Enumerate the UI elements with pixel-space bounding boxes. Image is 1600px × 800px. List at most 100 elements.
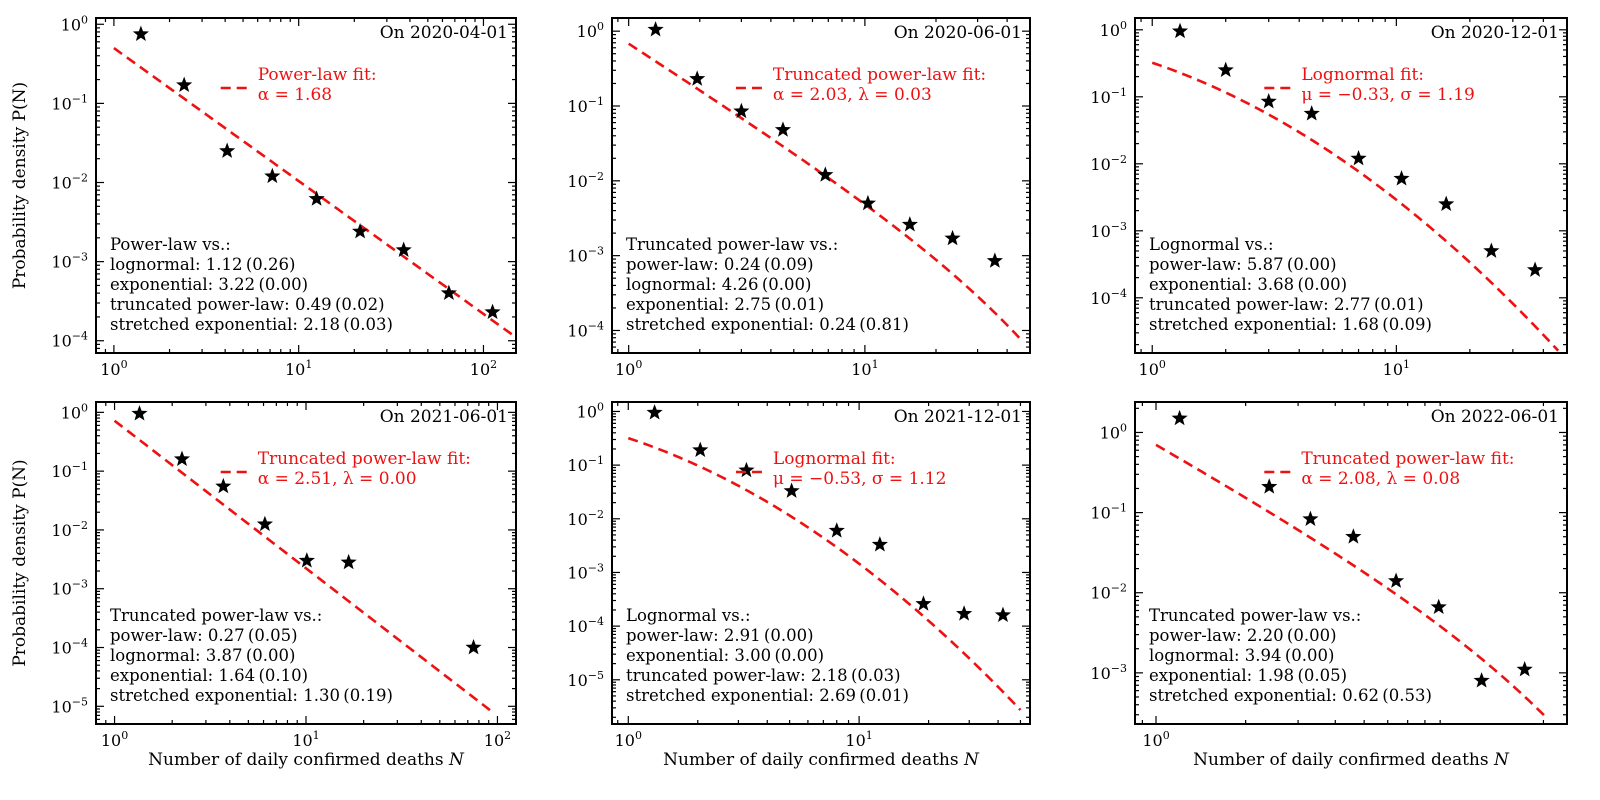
panel-5: 100 101 10−5 10−4 10−3 10−2 10−1 100 On 2021-12-… xyxy=(567,400,1031,770)
data-point-star xyxy=(1171,409,1188,426)
legend-label: Truncated power-law fit: xyxy=(773,65,986,85)
data-point-star xyxy=(219,142,236,158)
data-point-star xyxy=(901,216,918,232)
comparison-row: stretched exponential: 1.30 (0.19) xyxy=(110,686,393,705)
comparison-row: power-law: 2.91 (0.00) xyxy=(626,626,814,645)
panel-date: On 2021-12-01 xyxy=(894,407,1022,427)
panel-4: 100 101 102 10−5 10−4 10−3 10−2 10−1 100 On 2021-… xyxy=(10,401,517,770)
x-tick-label: 102 xyxy=(470,358,497,379)
data-point-star xyxy=(915,595,932,611)
data-point-star xyxy=(440,284,457,300)
x-tick-label: 100 xyxy=(1139,358,1166,379)
y-tick-label: 10−4 xyxy=(1090,287,1127,308)
y-tick-label: 10−4 xyxy=(567,615,604,636)
data-point-star xyxy=(689,70,706,86)
data-point-star xyxy=(986,252,1003,268)
panel-2: 100 101 10−4 10−3 10−2 10−1 100 On 2020-06-01 Tr… xyxy=(567,17,1031,379)
axes-frame xyxy=(95,17,517,354)
data-point-star xyxy=(1516,661,1533,677)
y-tick-label: 10−2 xyxy=(1090,582,1127,603)
axes-frame xyxy=(611,401,1031,725)
legend-params: μ = −0.53, σ = 1.12 xyxy=(773,469,947,489)
legend-params: α = 2.51, λ = 0.00 xyxy=(258,469,417,489)
x-tick-label: 100 xyxy=(615,358,642,379)
legend-label: Truncated power-law fit: xyxy=(258,449,471,469)
data-point-star xyxy=(871,536,888,552)
x-tick-label: 102 xyxy=(484,729,511,750)
comparison-row: exponential: 3.68 (0.00) xyxy=(1149,275,1347,294)
y-tick-label: 100 xyxy=(1100,421,1127,442)
comparison-title: Truncated power-law vs.: xyxy=(1149,606,1361,625)
comparison-row: lognormal: 1.12 (0.26) xyxy=(110,255,295,274)
data-point-star xyxy=(646,404,663,420)
panel-1: 100 101 102 10−4 10−3 10−2 10−1 100 On 2020-04-0… xyxy=(10,13,517,379)
x-tick-label: 101 xyxy=(292,729,319,750)
data-point-star xyxy=(647,21,664,37)
data-point-star xyxy=(395,241,412,257)
data-point-star xyxy=(1303,105,1320,121)
legend-params: μ = −0.33, σ = 1.19 xyxy=(1301,85,1475,105)
y-tick-label: 100 xyxy=(577,20,604,41)
comparison-row: power-law: 0.27 (0.05) xyxy=(110,626,298,645)
comparison-row: stretched exponential: 2.69 (0.01) xyxy=(626,686,909,705)
data-point-star xyxy=(1345,528,1362,544)
x-axis-label: Number of daily confirmed deaths N xyxy=(1193,750,1510,770)
y-tick-label: 10−2 xyxy=(567,508,604,529)
data-point-star xyxy=(994,606,1012,623)
comparison-row: truncated power-law: 0.49 (0.02) xyxy=(110,295,385,314)
y-tick-label: 100 xyxy=(61,13,88,34)
data-point-star xyxy=(817,166,834,182)
comparison-title: Lognormal vs.: xyxy=(1149,235,1274,254)
y-tick-label: 10−3 xyxy=(51,251,88,272)
y-tick-label: 10−4 xyxy=(567,319,604,340)
panel-date: On 2020-06-01 xyxy=(894,23,1022,43)
panel-3: 100 101 10−4 10−3 10−2 10−1 100 On 2020-12-01 Lo… xyxy=(1090,17,1568,379)
y-tick-label: 10−1 xyxy=(1090,86,1127,107)
fit-curve xyxy=(1151,61,1560,352)
comparison-row: stretched exponential: 1.68 (0.09) xyxy=(1149,315,1432,334)
x-tick-label: 101 xyxy=(285,358,312,379)
data-point-star xyxy=(1387,572,1405,588)
x-tick-label: 100 xyxy=(1142,729,1169,750)
data-point-star xyxy=(1171,22,1189,39)
x-tick-label: 100 xyxy=(101,729,128,750)
data-point-star xyxy=(176,76,193,93)
comparison-row: power-law: 2.20 (0.00) xyxy=(1149,626,1337,645)
y-tick-label: 10−1 xyxy=(51,92,88,113)
y-tick-label: 10−4 xyxy=(51,637,88,658)
data-point-star xyxy=(132,25,149,42)
y-axis-label: Probability density P(N) xyxy=(10,459,30,666)
comparison-title: Truncated power-law vs.: xyxy=(626,235,838,254)
y-tick-label: 100 xyxy=(577,400,604,421)
data-point-star xyxy=(308,190,325,206)
comparison-row: exponential: 2.75 (0.01) xyxy=(626,295,824,314)
data-point-star xyxy=(733,102,750,119)
data-point-star xyxy=(1302,510,1319,526)
panel-date: On 2021-06-01 xyxy=(380,407,508,427)
y-tick-label: 10−1 xyxy=(51,460,88,481)
data-point-star xyxy=(1483,242,1500,258)
data-point-star xyxy=(692,441,709,458)
panel-6: 100 10−3 10−2 10−1 100 On 2022-06-01 Truncated… xyxy=(1090,401,1568,770)
data-point-star xyxy=(264,167,281,184)
data-point-star xyxy=(484,303,501,319)
y-tick-label: 10−4 xyxy=(51,330,88,351)
data-point-star xyxy=(256,515,273,532)
data-point-star xyxy=(1473,672,1490,688)
y-tick-label: 10−1 xyxy=(567,454,604,475)
legend-label: Power-law fit: xyxy=(258,65,377,85)
comparison-row: power-law: 5.87 (0.00) xyxy=(1149,255,1337,274)
data-point-star xyxy=(828,522,845,538)
x-tick-label: 101 xyxy=(1383,358,1410,379)
y-tick-label: 10−3 xyxy=(567,245,604,266)
comparison-row: exponential: 1.98 (0.05) xyxy=(1149,666,1347,685)
data-point-star xyxy=(465,639,482,655)
data-point-star xyxy=(1393,170,1410,186)
axes-frame xyxy=(1134,401,1568,725)
data-point-star xyxy=(1430,598,1447,615)
comparison-row: lognormal: 3.94 (0.00) xyxy=(1149,646,1334,665)
legend-label: Lognormal fit: xyxy=(1301,65,1424,85)
comparison-row: exponential: 3.22 (0.00) xyxy=(110,275,308,294)
y-tick-label: 10−1 xyxy=(1090,502,1127,523)
